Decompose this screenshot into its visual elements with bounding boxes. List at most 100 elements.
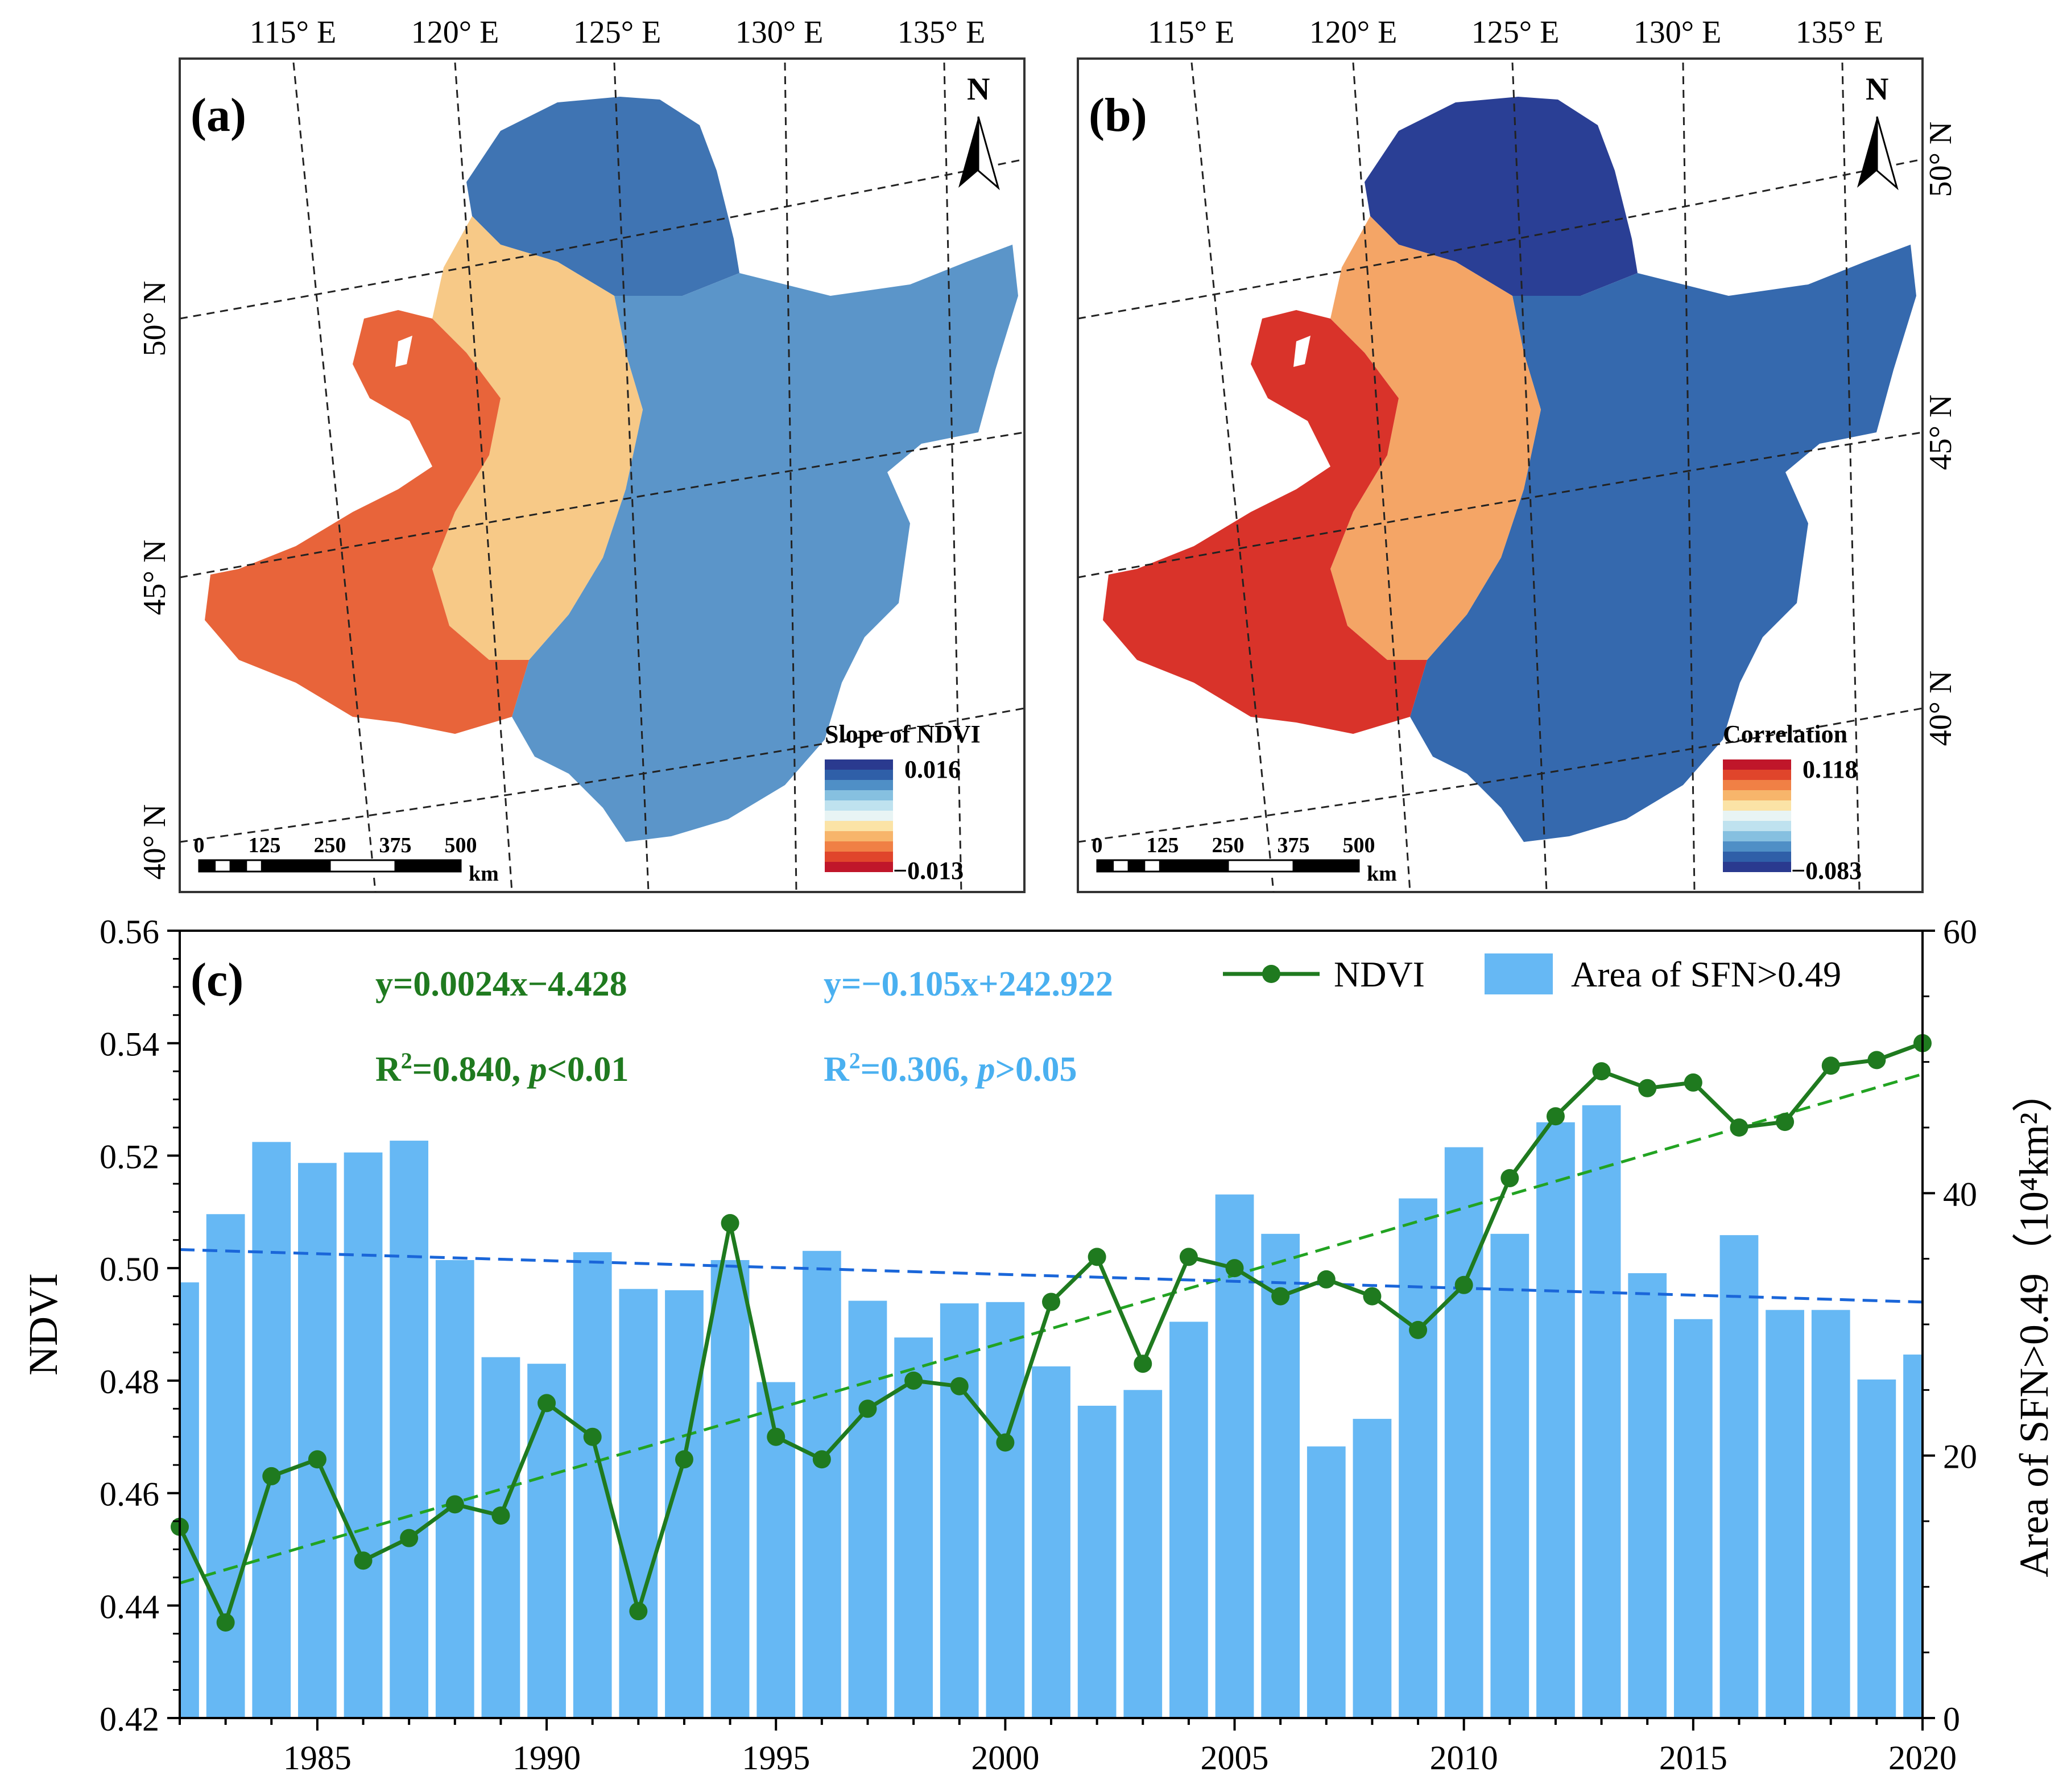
y-left-tick-label: 0.44 <box>100 1588 159 1625</box>
map-a-colorbar-segment <box>825 862 893 872</box>
area-bar <box>1857 1379 1896 1718</box>
map-a-north-arrow: N <box>958 72 1000 191</box>
map-b-lat-label: 40° N <box>1923 671 1958 746</box>
x-tick-label: 1995 <box>742 1739 810 1777</box>
ndvi-point <box>1088 1248 1106 1266</box>
area-bar <box>986 1302 1025 1718</box>
ndvi-r2-prefix: R <box>375 1050 402 1089</box>
ndvi-point <box>445 1495 464 1514</box>
map-b-scale-tick: 500 <box>1343 833 1375 857</box>
map-b-scale-segment <box>1159 859 1229 873</box>
north-arrow-icon <box>958 117 978 188</box>
legend-ndvi-label: NDVI <box>1334 954 1425 994</box>
area-trendline <box>179 1248 1923 1304</box>
map-b-north-arrow: N <box>1857 72 1899 191</box>
ndvi-point <box>1684 1073 1702 1092</box>
area-bar <box>252 1142 291 1718</box>
map-a-content <box>180 62 1024 892</box>
y-axis-right: 0 20 40 60 <box>1923 913 1977 1738</box>
ndvi-point <box>721 1214 739 1233</box>
ndvi-p-letter: p <box>527 1050 547 1089</box>
map-a-colorbar-segment <box>825 759 893 770</box>
area-equation: y=−0.105x+242.922 <box>824 965 1113 1004</box>
map-b-scale-tick: 250 <box>1212 833 1245 857</box>
area-bar <box>1490 1233 1529 1718</box>
area-bar <box>1399 1198 1437 1718</box>
x-tick-label: 2010 <box>1430 1739 1498 1777</box>
map-b-colorbar-segment <box>1723 759 1791 770</box>
map-b-scale-segment <box>1127 859 1146 873</box>
map-b-colorbar-segment <box>1723 841 1791 852</box>
map-a-scale-tick: 0 <box>194 833 205 857</box>
map-a-colorbar-segment <box>825 852 893 862</box>
y-right-title: Area of SFN>0.49（10⁴km²） <box>2011 1071 2057 1577</box>
map-a-lon-label: 130° E <box>735 15 824 50</box>
area-bar <box>1123 1390 1163 1718</box>
ndvi-point <box>400 1529 419 1547</box>
ndvi-point <box>1546 1107 1565 1126</box>
map-b-north-letter: N <box>1866 72 1888 107</box>
map-a-colorbar-title: Slope of NDVI <box>825 720 981 748</box>
area-p-value: >0.05 <box>995 1050 1077 1089</box>
area-bar <box>1582 1105 1621 1718</box>
ndvi-point <box>308 1450 326 1469</box>
area-bar <box>1811 1310 1850 1718</box>
area-bar <box>1766 1310 1804 1718</box>
x-tick-label: 2015 <box>1659 1739 1727 1777</box>
ndvi-point <box>1042 1293 1060 1311</box>
map-panel-b: (b) N 115° E 120° E 125° E 130° E 135° E 50°… <box>1077 15 1958 893</box>
map-b-colorbar-max: 0.118 <box>1803 755 1858 783</box>
ndvi-r2: R2=0.840, p<0.01 <box>375 1048 629 1089</box>
map-a-region-east <box>512 245 1018 842</box>
area-bar <box>1673 1319 1713 1718</box>
map-a-lat-label: 45° N <box>137 540 172 616</box>
map-a-scale-segment <box>245 859 263 873</box>
map-b-colorbar-segment <box>1723 770 1791 780</box>
map-b-content <box>1078 62 1923 892</box>
north-arrow-outline-icon <box>1876 116 1899 191</box>
ndvi-point <box>767 1427 786 1446</box>
area-r2-value: =0.306, <box>861 1050 978 1089</box>
area-bar <box>1077 1406 1117 1718</box>
ndvi-point <box>629 1602 648 1621</box>
ndvi-point <box>216 1613 235 1632</box>
area-bar <box>802 1250 841 1718</box>
area-bar <box>344 1152 383 1718</box>
ndvi-point <box>950 1377 969 1395</box>
map-a-scale-segment <box>261 859 331 873</box>
area-bar <box>206 1214 245 1718</box>
area-bar <box>1903 1355 1923 1718</box>
map-a-scalebar: 0 125 250 375 500 km <box>194 833 499 886</box>
map-a-colorbar-segment <box>825 831 893 841</box>
map-b-lat-labels: 50° N 45° N 40° N <box>1923 122 1958 746</box>
legend-ndvi-marker <box>1262 965 1280 983</box>
area-r2-sup: 2 <box>849 1048 861 1073</box>
map-b-scale-segment <box>1143 859 1161 873</box>
ndvi-point <box>1409 1320 1428 1339</box>
y-left-title: NDVI <box>20 1273 66 1376</box>
y-left-tick-label: 0.48 <box>100 1363 159 1401</box>
map-a-region-mid <box>432 216 643 660</box>
y-right-tick-label: 60 <box>1943 913 1977 951</box>
map-a-region-west <box>205 310 529 734</box>
map-a-lon-label: 120° E <box>411 15 499 50</box>
map-b-scale-tick: 375 <box>1278 833 1310 857</box>
map-b-colorbar-segment <box>1723 811 1791 821</box>
ndvi-p-value: <0.01 <box>547 1050 629 1089</box>
map-b-colorbar-title: Correlation <box>1723 720 1847 748</box>
map-a-lon-labels: 115° E 120° E 125° E 130° E 135° E <box>250 15 986 50</box>
ndvi-point <box>1500 1168 1519 1187</box>
legend-area-label: Area of SFN>0.49 <box>1571 954 1841 994</box>
map-a-lake <box>395 336 412 367</box>
ndvi-point <box>812 1450 831 1469</box>
map-b-lon-label: 135° E <box>1796 15 1884 50</box>
ndvi-point <box>1821 1056 1840 1075</box>
area-bar <box>1353 1419 1392 1718</box>
map-a-colorbar-segment <box>825 800 893 811</box>
legend-area-swatch <box>1485 953 1553 994</box>
map-b-colorbar-segment <box>1723 852 1791 862</box>
map-b-scale-segment <box>1096 859 1114 873</box>
map-a-label: (a) <box>191 89 246 142</box>
area-bar <box>1169 1322 1208 1718</box>
ndvi-trendline <box>179 1072 1923 1585</box>
